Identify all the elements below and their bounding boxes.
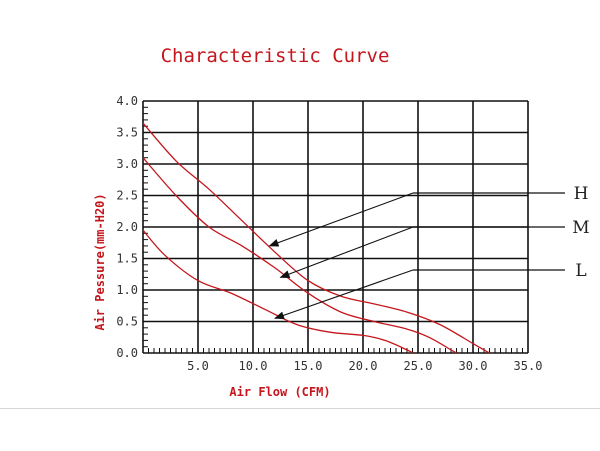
legend-label-m: M xyxy=(572,218,589,238)
x-tick-label: 20.0 xyxy=(349,359,378,373)
series-line-l xyxy=(142,229,413,354)
y-tick-label: 1.0 xyxy=(116,283,138,297)
y-tick-label: 1.5 xyxy=(116,252,138,266)
chart-title: Characteristic Curve xyxy=(161,45,390,67)
y-tick-label: 2.0 xyxy=(116,220,138,234)
y-tick-label: 2.5 xyxy=(116,189,138,203)
series-line-h xyxy=(142,122,490,354)
x-tick-label: 35.0 xyxy=(514,359,543,373)
y-tick-label: 4.0 xyxy=(116,94,138,108)
x-tick-label: 5.0 xyxy=(187,359,209,373)
annotations: HM L xyxy=(268,184,590,320)
y-tick-label: 3.5 xyxy=(116,126,138,140)
legend-label-h: H xyxy=(574,184,589,204)
bottom-divider xyxy=(0,408,600,409)
x-tick-labels: 5.0 10.0 15.0 20.0 25.0 30.0 35.0 xyxy=(187,359,542,373)
x-tick-label: 10.0 xyxy=(239,359,268,373)
y-tick-label: 3.0 xyxy=(116,157,138,171)
x-tick-label: 25.0 xyxy=(404,359,433,373)
y-tick-label: 0.5 xyxy=(116,315,138,329)
y-tick-label: 0.0 xyxy=(116,346,138,360)
legend-arrow-m xyxy=(279,226,414,278)
grid xyxy=(142,100,529,354)
x-tick-label: 30.0 xyxy=(459,359,488,373)
legend-arrow-h xyxy=(268,192,414,247)
y-axis-label: Air Pessure(mm-H20) xyxy=(93,193,107,330)
legend-label-l: L xyxy=(575,261,586,281)
legend-arrow-l xyxy=(274,269,414,320)
series-lines xyxy=(142,122,490,354)
series-line-m xyxy=(142,157,457,354)
y-tick-labels: 0.0 0.5 1.0 1.5 2.0 2.5 3.0 3.5 4.0 xyxy=(116,94,138,360)
x-tick-label: 15.0 xyxy=(294,359,323,373)
x-axis-label: Air Flow (CFM) xyxy=(229,385,330,399)
